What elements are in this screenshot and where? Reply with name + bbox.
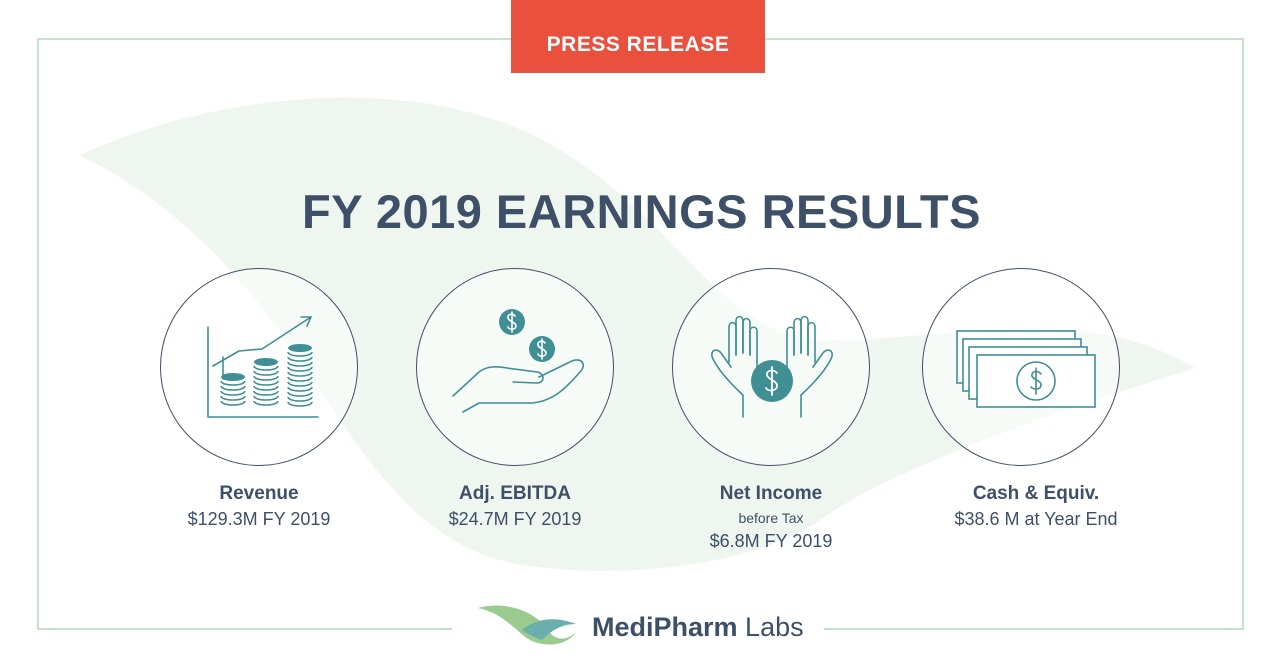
metric-adj-ebitda: Adj. EBITDA $24.7M FY 2019 [390,482,640,532]
metric-net-income: Net Income before Tax $6.8M FY 2019 [646,482,896,554]
hands-holding-coin-icon [711,315,833,418]
hand-receiving-coins-icon [452,309,584,413]
metric-revenue: Revenue $129.3M FY 2019 [134,482,384,532]
revenue-icon-circle [160,268,358,466]
metric-name: Net Income [719,483,823,504]
press-release-label: PRESS RELEASE [546,32,730,56]
press-release-badge: PRESS RELEASE [511,0,765,73]
logo-name-light: Labs [737,612,804,642]
stack-of-bills-icon [956,330,1096,408]
metric-name: Adj. EBITDA [459,483,571,504]
company-logo-text: MediPharm Labs [592,612,804,643]
metric-subtitle: before Tax [738,510,804,526]
metric-value: $6.8M FY 2019 [709,531,833,551]
metric-value: $24.7M FY 2019 [448,509,582,529]
metric-name: Cash & Equiv. [972,483,1100,504]
metric-cash-equiv: Cash & Equiv. $38.6 M at Year End [911,482,1161,532]
cash-icon-circle [922,268,1120,466]
metric-value: $38.6 M at Year End [954,509,1118,529]
page-title: FY 2019 EARNINGS RESULTS [302,185,981,238]
metric-name: Revenue [219,483,299,504]
stacked-coins-growth-chart-icon [207,316,319,418]
net-income-icon-circle [672,268,870,466]
ebitda-icon-circle [416,268,614,466]
logo-name-bold: MediPharm [592,612,738,642]
metric-value: $129.3M FY 2019 [187,509,331,529]
leaf-logo-icon [478,605,576,645]
